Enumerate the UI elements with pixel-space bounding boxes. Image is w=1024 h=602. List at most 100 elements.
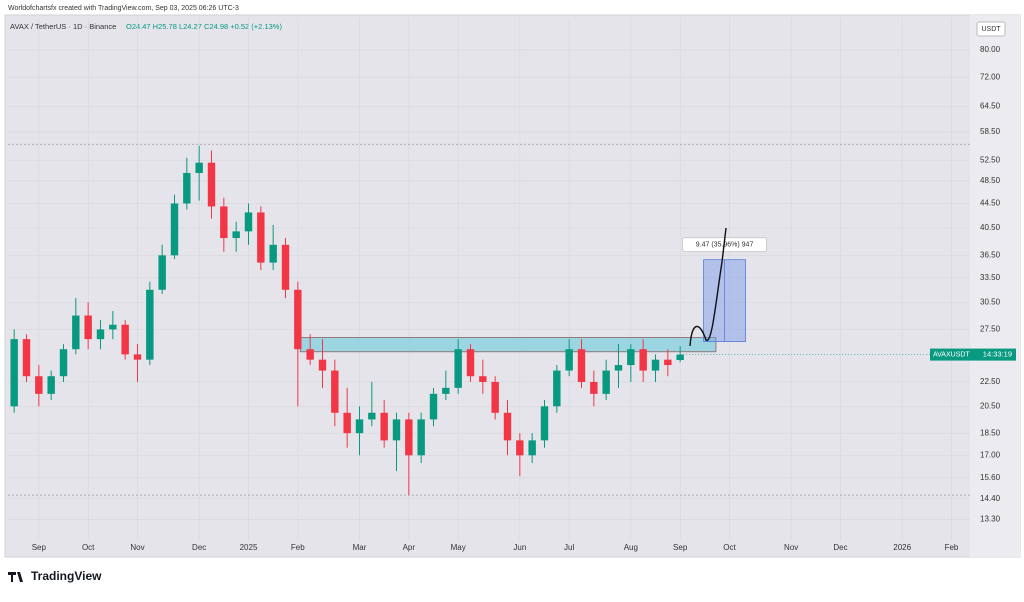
candle-body [318,359,327,371]
y-tick-label: 48.50 [980,176,1001,185]
y-tick-label: 33.50 [980,273,1001,282]
candle-body [429,393,438,420]
candle-body [355,419,364,434]
y-tick-label: 15.60 [980,473,1001,482]
y-tick-label: 52.50 [980,155,1001,164]
x-tick-label: Jul [564,543,574,552]
brand: TradingView [31,569,102,583]
candle-body [10,339,18,407]
y-tick-label: 20.50 [980,401,1001,410]
y-tick-label: 58.50 [980,127,1001,136]
x-tick-label: Feb [291,543,305,552]
x-tick-label: Apr [403,543,416,552]
y-tick-label: 80.00 [980,45,1001,54]
candle-body [540,406,549,441]
x-tick-label: Dec [192,543,206,552]
x-tick-label: Sep [673,543,688,552]
currency[interactable]: USDT [981,26,1001,33]
candle-body [651,359,660,371]
candle-body [380,412,388,441]
candle-body [577,349,586,382]
candle-body [516,440,524,456]
candle-body [195,162,203,173]
x-tick-label: Nov [130,543,144,552]
candle-body [35,376,43,394]
credit: Worldofchartsfx created with TradingView… [8,5,239,12]
x-tick-label: Dec [833,543,847,552]
x-tick-label: Feb [945,543,959,552]
candle-body [627,349,635,366]
candle-body [59,349,68,377]
y-tick-label: 44.50 [980,199,1001,208]
x-tick-label: 2025 [240,543,258,552]
candle-body [232,231,240,239]
y-tick-label: 27.50 [980,325,1001,334]
candle-body [207,162,216,207]
x-tick-label: Oct [82,543,95,552]
y-tick-label: 40.50 [980,223,1001,232]
candle-body [343,412,351,434]
price-tag-bg [930,348,1016,361]
ohlc-text: O24.47 H25.78 L24.27 C24.98 +0.52 (+2.13… [126,22,282,31]
candle-body [158,255,166,290]
candle-body [664,359,672,366]
y-tick-label: 14.40 [980,494,1001,503]
candle-body [676,354,684,360]
candle-body [269,244,277,263]
candle-body [170,203,179,256]
candle-body [454,349,462,388]
candle-body [590,381,598,394]
plot: 9.47 (35.96%) 947 [8,18,970,540]
currency-box[interactable] [976,21,1006,37]
candle-body [614,365,623,371]
y-tick-label: 64.50 [980,101,1001,110]
candle-body [491,381,499,413]
brand-logo: TradingView [8,569,102,583]
x-tick-label: Nov [784,543,798,552]
candle-body [84,315,92,340]
candle-body [109,324,117,330]
resistance-zone [299,337,717,353]
candle-body [133,354,142,360]
candle-body [368,412,376,420]
candle-body [72,315,80,350]
x-tick-label: 2026 [893,543,911,552]
y-tick-label: 30.50 [980,297,1001,306]
y-tick-label: 17.00 [980,450,1001,459]
candle-body [294,289,302,350]
price-tag-symbol: AVAXUSDT [933,351,970,358]
candle-body [602,370,610,394]
chart-panel [4,14,1021,558]
y-tick-label: 36.50 [980,250,1001,259]
candle-body [417,419,425,456]
candle-body [565,349,573,371]
candle-body [257,212,265,263]
candle-body [220,206,228,239]
candle-body [553,370,561,407]
candle-body [466,349,475,377]
candle-body [503,412,512,441]
x-tick-label: Oct [723,543,736,552]
candle-body [331,370,339,413]
x-tick-label: Sep [32,543,47,552]
x-tick-label: Jun [513,543,526,552]
candle-body [244,212,253,232]
candle-body [639,349,647,371]
candle-body [306,349,314,360]
candle-body [281,244,290,290]
price-tag-countdown: 14:33:19 [983,350,1012,359]
candle-body [96,329,105,340]
candle-body [528,440,536,456]
candle-body [405,419,413,456]
candle-body [183,172,191,204]
y-tick-label: 18.50 [980,428,1001,437]
y-tick-label: 13.30 [980,515,1001,524]
projection-sketch [689,227,727,347]
candle-body [146,289,154,360]
x-tick-label: Aug [624,543,638,552]
price-axis-panel [970,15,1020,557]
candle-body [47,376,55,394]
candle-body [442,387,450,394]
y-tick-label: 72.00 [980,73,1001,82]
